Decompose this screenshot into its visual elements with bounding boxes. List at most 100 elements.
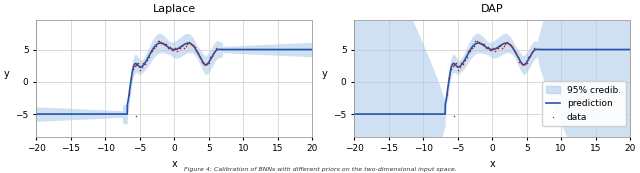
Point [133, 62, 143, 65]
Point [131, 63, 141, 66]
Point [152, 40, 163, 43]
Point [150, 44, 161, 47]
Point [468, 44, 479, 47]
Point [522, 61, 532, 64]
Point [472, 39, 483, 42]
Point [143, 55, 154, 58]
Point [504, 43, 514, 45]
Point [456, 62, 467, 65]
Point [495, 45, 505, 47]
Point [511, 52, 521, 54]
Point [147, 49, 157, 52]
Point [140, 62, 150, 65]
Point [131, 63, 141, 66]
Point [518, 63, 528, 66]
Point [164, 45, 175, 48]
Point [460, 59, 470, 62]
Point [157, 42, 168, 45]
Point [451, 62, 461, 65]
Point [196, 60, 207, 63]
Point [180, 44, 191, 47]
Point [463, 50, 474, 53]
Y-axis label: y: y [4, 69, 10, 79]
Point [513, 56, 523, 59]
Point [481, 47, 491, 49]
Text: Figure 4: Calibration of BNNs with different priors on the two-dimensional input: Figure 4: Calibration of BNNs with diffe… [184, 167, 456, 172]
Point [442, 93, 452, 95]
Title: DAP: DAP [481, 4, 504, 14]
Point [198, 62, 209, 65]
Point [509, 50, 519, 53]
Point [179, 47, 189, 49]
Point [467, 47, 477, 49]
Point [454, 66, 465, 68]
Point [166, 49, 177, 52]
Point [479, 43, 490, 45]
Point [515, 60, 525, 63]
Point [477, 42, 488, 45]
Point [209, 51, 219, 54]
Point [470, 40, 481, 43]
X-axis label: x: x [172, 159, 177, 169]
Point [465, 49, 476, 52]
Point [449, 115, 460, 118]
Point [490, 49, 500, 52]
Point [186, 43, 196, 45]
Point [449, 63, 460, 66]
Point [523, 56, 533, 58]
Point [128, 67, 138, 70]
Point [202, 63, 212, 65]
Point [497, 47, 507, 49]
Point [483, 45, 493, 48]
Point [149, 47, 159, 49]
Point [520, 63, 530, 65]
Point [145, 50, 156, 53]
Point [156, 41, 166, 43]
Point [136, 66, 147, 68]
Point [476, 42, 486, 45]
Point [449, 63, 459, 66]
Y-axis label: y: y [322, 69, 328, 79]
Point [207, 55, 217, 57]
Point [529, 47, 539, 50]
Point [129, 65, 140, 67]
Point [461, 55, 472, 58]
Point [492, 47, 502, 50]
Point [502, 41, 512, 43]
Point [486, 49, 497, 52]
Point [163, 47, 173, 49]
Point [211, 47, 221, 50]
Point [506, 44, 516, 47]
Point [447, 65, 458, 67]
Point [159, 42, 170, 45]
Point [135, 69, 145, 71]
Point [484, 49, 495, 52]
Point [161, 43, 172, 45]
Point [500, 43, 511, 45]
Point [124, 93, 134, 95]
Point [172, 49, 182, 52]
Point [499, 44, 509, 47]
Point [508, 45, 518, 48]
Point [458, 62, 468, 65]
Point [126, 76, 136, 79]
Point [182, 43, 193, 45]
Point [177, 45, 188, 47]
Point [452, 69, 463, 71]
Point [191, 50, 202, 53]
Point [173, 47, 184, 50]
Point [488, 47, 498, 50]
Legend: 95% credib., prediction, data: 95% credib., prediction, data [541, 81, 626, 126]
Point [189, 45, 200, 48]
Point [204, 61, 214, 64]
X-axis label: x: x [490, 159, 495, 169]
Point [142, 59, 152, 62]
Title: Laplace: Laplace [153, 4, 196, 14]
Point [205, 56, 216, 58]
Point [444, 76, 454, 79]
Point [195, 56, 205, 59]
Point [138, 62, 148, 65]
Point [200, 63, 210, 66]
Point [188, 44, 198, 47]
Point [131, 115, 141, 118]
